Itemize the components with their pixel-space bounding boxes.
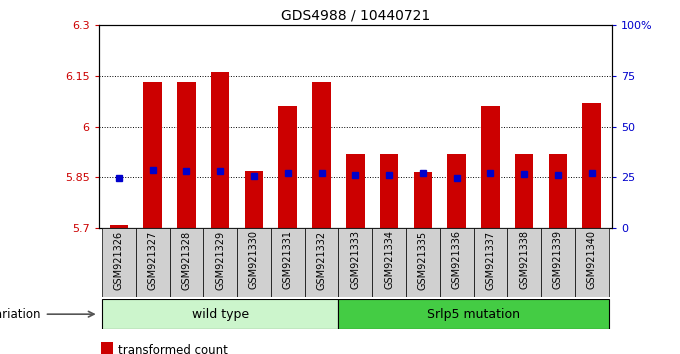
Text: GSM921338: GSM921338 bbox=[520, 230, 529, 290]
Text: GSM921334: GSM921334 bbox=[384, 230, 394, 290]
Text: GSM921339: GSM921339 bbox=[553, 230, 563, 290]
Text: GSM921335: GSM921335 bbox=[418, 230, 428, 290]
Text: GSM921332: GSM921332 bbox=[316, 230, 326, 290]
Text: GSM921337: GSM921337 bbox=[486, 230, 496, 290]
Bar bbox=[136, 228, 169, 297]
Bar bbox=[447, 154, 466, 228]
Bar bbox=[507, 228, 541, 297]
Bar bbox=[312, 82, 330, 228]
Text: GSM921340: GSM921340 bbox=[587, 230, 597, 290]
Bar bbox=[177, 82, 196, 228]
Text: GSM921336: GSM921336 bbox=[452, 230, 462, 290]
Bar bbox=[406, 228, 440, 297]
Bar bbox=[481, 106, 500, 228]
Bar bbox=[339, 228, 372, 297]
Bar bbox=[237, 228, 271, 297]
Text: Srlp5 mutation: Srlp5 mutation bbox=[427, 308, 520, 321]
Bar bbox=[203, 228, 237, 297]
Bar bbox=[305, 228, 339, 297]
Bar bbox=[413, 172, 432, 228]
Text: GSM921328: GSM921328 bbox=[182, 230, 191, 290]
Bar bbox=[473, 228, 507, 297]
Bar bbox=[339, 299, 609, 329]
Bar bbox=[169, 228, 203, 297]
Text: GSM921331: GSM921331 bbox=[283, 230, 293, 290]
Bar bbox=[549, 154, 567, 228]
Text: GSM921330: GSM921330 bbox=[249, 230, 259, 290]
Bar bbox=[143, 82, 162, 228]
Bar bbox=[211, 72, 229, 228]
Text: transformed count: transformed count bbox=[118, 344, 228, 354]
Bar bbox=[101, 342, 113, 354]
Bar bbox=[102, 299, 339, 329]
Text: GSM921326: GSM921326 bbox=[114, 230, 124, 290]
Bar bbox=[271, 228, 305, 297]
Bar bbox=[440, 228, 473, 297]
Title: GDS4988 / 10440721: GDS4988 / 10440721 bbox=[281, 8, 430, 22]
Text: wild type: wild type bbox=[192, 308, 249, 321]
Text: GSM921327: GSM921327 bbox=[148, 230, 158, 290]
Bar bbox=[102, 228, 136, 297]
Text: GSM921333: GSM921333 bbox=[350, 230, 360, 290]
Text: genotype/variation: genotype/variation bbox=[0, 308, 41, 321]
Bar bbox=[372, 228, 406, 297]
Text: GSM921329: GSM921329 bbox=[215, 230, 225, 290]
Bar bbox=[245, 171, 263, 228]
Bar bbox=[278, 106, 297, 228]
Bar bbox=[346, 154, 364, 228]
Bar bbox=[515, 154, 534, 228]
Bar bbox=[380, 154, 398, 228]
Bar bbox=[109, 225, 128, 228]
Bar bbox=[575, 228, 609, 297]
Bar bbox=[541, 228, 575, 297]
Bar bbox=[583, 103, 601, 228]
